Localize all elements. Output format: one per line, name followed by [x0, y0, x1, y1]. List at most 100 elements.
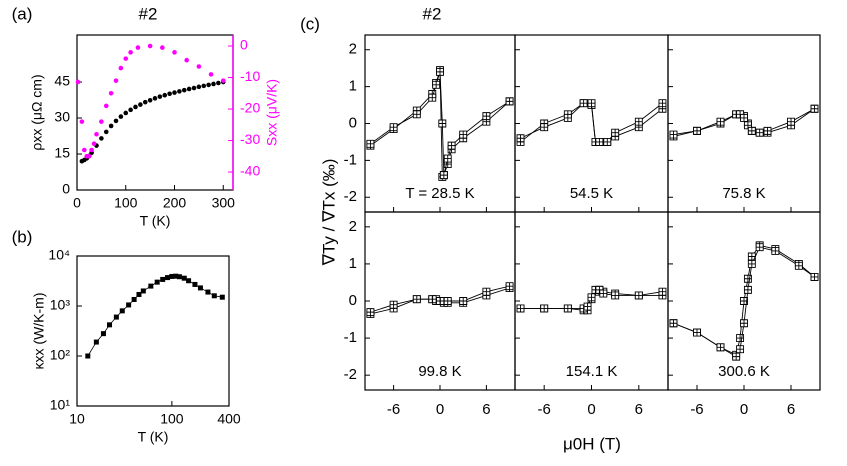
data-point [152, 96, 158, 101]
data-point [412, 295, 421, 304]
data-point [113, 78, 119, 83]
x-tick-label: 300 [212, 195, 236, 211]
y-tick-label: -1 [344, 329, 357, 346]
data-point [165, 275, 171, 281]
data-point [123, 56, 129, 61]
data-point [366, 139, 375, 148]
y-tick-label: 0 [349, 114, 357, 131]
data-point [147, 43, 153, 49]
data-point [740, 319, 748, 328]
x-tick-label: 6 [482, 401, 490, 418]
y-tick-label: -2 [344, 188, 357, 205]
chart-title: #2 [423, 4, 442, 23]
y-axis-label: ρxx (μΩ cm) [29, 74, 45, 150]
data-point [540, 123, 549, 132]
panel-label: (b) [12, 227, 33, 246]
y-tick-label: 10⁴ [48, 247, 70, 263]
data-point [103, 103, 109, 109]
data-point [201, 83, 207, 89]
y-axis-label: κxx (W/K-m) [31, 293, 47, 370]
x-tick-label: 10 [69, 411, 85, 427]
y-axis-label: ∇Ty / ∇Tx (‰) [319, 159, 338, 267]
y-tick-label: -10 [240, 68, 260, 84]
data-point [755, 128, 764, 137]
x-tick-label: 0 [73, 195, 81, 211]
data-point [603, 137, 612, 146]
x-tick-label: -6 [690, 401, 703, 418]
data-point [86, 153, 92, 159]
data-point [126, 302, 132, 308]
data-point [191, 85, 197, 91]
data-point [389, 123, 398, 132]
data-point [118, 65, 124, 71]
y-tick-label: 2 [349, 218, 357, 235]
data-point [669, 319, 678, 328]
data-point [771, 246, 780, 255]
data-point [167, 91, 172, 97]
x-tick-label: 0 [740, 401, 748, 418]
data-point [100, 331, 106, 337]
data-point [172, 90, 177, 95]
data-point [755, 243, 764, 252]
data-point [113, 314, 119, 320]
x-tick-label: 200 [163, 195, 187, 211]
data-point [135, 45, 141, 50]
data-point [181, 275, 187, 281]
data-point [123, 110, 129, 116]
x-tick-label: 400 [217, 411, 241, 427]
data-point [658, 99, 667, 108]
x-tick-label: 0 [587, 401, 595, 418]
data-point [211, 81, 216, 87]
x-axis-label: μ0H (T) [563, 434, 621, 453]
data-point [669, 130, 678, 139]
data-point [208, 72, 214, 77]
data-point [438, 119, 447, 128]
data-point [142, 99, 148, 105]
data-point [108, 123, 114, 129]
data-point [505, 97, 514, 106]
data-point [154, 279, 160, 285]
data-point [740, 114, 748, 122]
data-point [747, 126, 756, 135]
data-point [176, 274, 182, 280]
data-point [148, 283, 154, 289]
panel-annotation: 99.8 K [418, 363, 461, 380]
data-point [192, 281, 198, 287]
data-point [133, 104, 138, 110]
x-tick-label: -6 [387, 401, 400, 418]
data-point [119, 308, 125, 314]
data-point [138, 102, 143, 107]
y-tick-label: 1 [349, 78, 357, 95]
data-point [131, 296, 137, 302]
data-point [93, 339, 99, 345]
plot-frame [76, 255, 230, 407]
data-point [693, 328, 701, 337]
data-point [443, 154, 452, 163]
y-tick-label: 1 [349, 255, 357, 272]
data-point [428, 93, 437, 102]
data-point [810, 272, 819, 281]
data-point [412, 110, 421, 119]
data-point [459, 130, 468, 139]
data-point [196, 64, 202, 69]
y-tick-label: 0 [240, 37, 248, 53]
chart-title: #2 [139, 4, 158, 23]
y-tick-label: -40 [240, 163, 260, 179]
y-tick-label: 45 [54, 73, 70, 89]
x-tick-label: 0 [436, 401, 444, 418]
x-tick-label: 100 [160, 411, 184, 427]
data-point [108, 90, 114, 96]
data-point [439, 171, 448, 180]
data-point [196, 84, 202, 90]
data-point [516, 304, 525, 313]
y2-axis-label: Sxx (μV/K) [264, 79, 280, 146]
data-point [181, 87, 187, 93]
y-tick-label: 10² [50, 347, 71, 363]
data-point [75, 79, 81, 85]
data-point [443, 297, 452, 305]
data-point [103, 129, 109, 135]
data-point [447, 141, 456, 150]
data-point [563, 304, 572, 313]
data-point [211, 293, 217, 299]
